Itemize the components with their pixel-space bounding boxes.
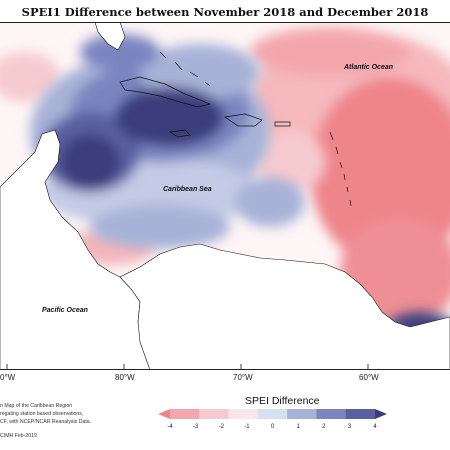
cuba-outline	[119, 76, 212, 108]
map-frame	[0, 22, 450, 370]
island-outlines	[119, 51, 352, 207]
legend-arrow-low	[158, 409, 170, 419]
atlantic-ocean-label: Atlantic Ocean	[344, 64, 394, 71]
positive-anomaly-field	[30, 34, 450, 367]
footnote-line: regating station based observations,	[0, 411, 84, 417]
legend-tick-label: -3	[193, 424, 199, 430]
legend-bin	[257, 409, 288, 419]
legend-tick-label: 3	[348, 424, 352, 430]
legend-bin	[345, 409, 376, 419]
caribbean-sea-label: Caribbean Sea	[163, 186, 212, 193]
footnote-line: CF, with NCEP/NCAR Reanalysis Data.	[0, 419, 92, 425]
spei-map	[0, 22, 450, 370]
florida-land	[94, 22, 126, 51]
puerto-rico-outline	[274, 121, 291, 127]
land-masses	[0, 22, 450, 370]
footnote-credit: CIMH Feb-2019	[0, 433, 37, 439]
bahamas-outline	[159, 51, 211, 87]
footnote-line: n Map of the Caribbean Region	[0, 403, 73, 409]
legend-bin	[316, 409, 347, 419]
page-title: SPEI1 Difference between November 2018 a…	[21, 5, 429, 19]
legend-arrow-high	[375, 409, 387, 419]
legend-bin	[228, 409, 259, 419]
hispaniola-outline	[224, 113, 263, 127]
tick-label: 0°W	[0, 373, 16, 382]
jamaica-outline	[168, 129, 191, 138]
south-america-land	[119, 243, 450, 370]
legend-bin	[170, 409, 200, 419]
tick-label: 70°W	[233, 373, 253, 382]
legend-tick-label: 2	[322, 424, 326, 430]
tick-label: 80°W	[115, 373, 135, 382]
tick-label: 60°W	[359, 373, 379, 382]
pacific-ocean-label: Pacific Ocean	[42, 307, 88, 314]
legend-tick-label: -4	[167, 424, 173, 430]
legend-bin	[287, 409, 317, 419]
legend-tick-label: 4	[373, 424, 377, 430]
legend-tick-label: -2	[219, 424, 225, 430]
legend-tick-label: 1	[296, 424, 300, 430]
lesser-antilles-outline	[329, 131, 352, 207]
legend-colorbar: -4 -3 -2 -1 0 1 2 3 4	[158, 409, 387, 430]
legend-title: SPEI Difference	[245, 395, 320, 407]
legend-tick-label: 0	[271, 424, 275, 430]
legend-bin	[199, 409, 229, 419]
legend-tick-label: -1	[244, 424, 250, 430]
